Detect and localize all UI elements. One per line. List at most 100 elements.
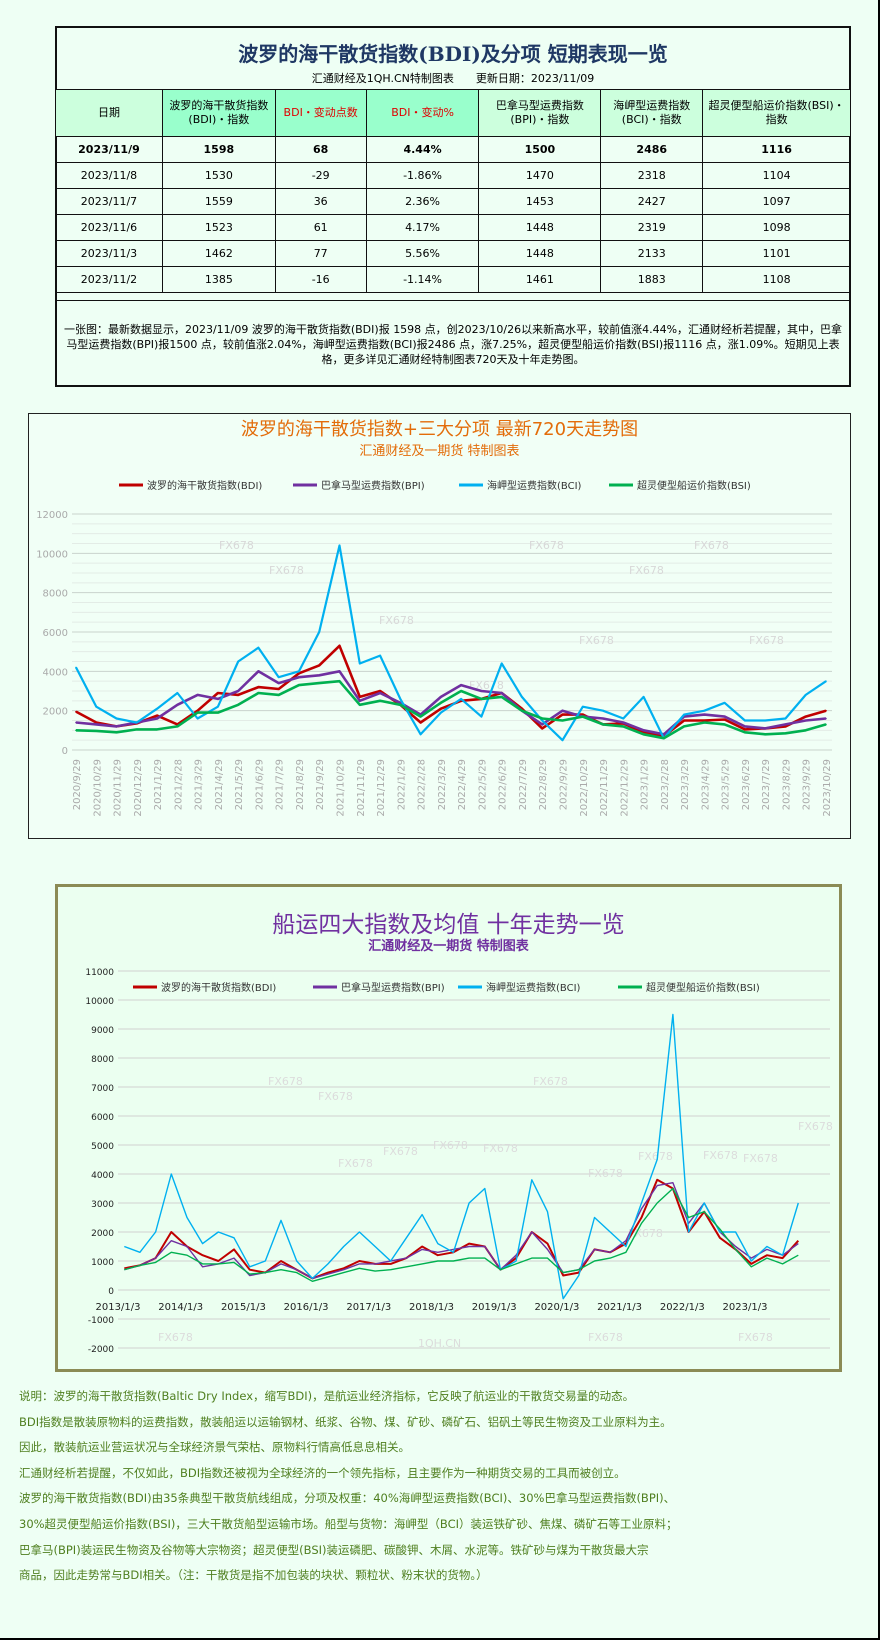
data-point-bpi <box>784 723 787 726</box>
watermark: FX678 <box>798 1120 833 1133</box>
data-point-bci <box>500 662 503 665</box>
data-point-bci <box>379 654 381 657</box>
x-tick-label: 2022/12/29 <box>619 759 630 817</box>
data-point-bsi <box>663 737 665 739</box>
data-point-bdi <box>642 731 645 734</box>
header-bpi: 巴拿马型运费指数(BPI)・指数 <box>478 89 602 137</box>
watermark: FX678 <box>268 1075 303 1088</box>
watermark: FX678 <box>749 634 784 647</box>
x-tick-label: 2023/8/29 <box>781 759 792 810</box>
table-cell: 1470 <box>478 162 602 189</box>
table-cell: 1883 <box>600 266 704 293</box>
data-point-bci <box>744 719 746 722</box>
data-point-bci <box>561 739 564 741</box>
table-cell: 1448 <box>478 240 602 267</box>
data-point-bdi <box>561 713 564 716</box>
legend-label-bci: 海岬型运费指数(BCI) <box>486 981 581 994</box>
chart2-subtitle: 汇通财经及一期货 特制图表 <box>368 939 529 954</box>
table-cell: 1098 <box>702 214 851 241</box>
data-point-bpi <box>561 709 564 712</box>
data-point-bsi <box>379 700 381 702</box>
table-cell: 1116 <box>702 136 851 163</box>
data-point-bci <box>825 680 827 682</box>
data-point-bdi <box>541 727 544 730</box>
data-point-bsi <box>683 725 685 728</box>
x-tick-label: 2022/11/29 <box>599 759 610 817</box>
data-point-bsi <box>744 731 746 734</box>
x-tick-label: 2021/11/29 <box>356 759 367 817</box>
x-tick-label: 2020/10/29 <box>92 759 103 817</box>
data-point-bci <box>419 733 422 736</box>
x-tick-label: 2022/8/29 <box>538 759 549 810</box>
data-point-bpi <box>95 723 98 726</box>
data-point-bci <box>602 709 604 712</box>
data-point-bpi <box>156 717 158 720</box>
x-tick-label: 2020/9/29 <box>72 759 83 810</box>
legend-label-bdi: 波罗的海干散货指数(BDI) <box>161 981 276 994</box>
table-cell: 1462 <box>161 240 276 267</box>
data-point-bpi <box>379 692 381 694</box>
y-tick-label: 11000 <box>85 968 114 978</box>
x-tick-label: 2022/3/29 <box>437 759 448 810</box>
header-bdi-change: BDI・变动点数 <box>274 89 367 137</box>
x-tick-label: 2017/1/3 <box>346 1302 391 1313</box>
data-point-bpi <box>440 696 442 698</box>
data-point-bci <box>399 698 402 700</box>
data-point-bdi <box>196 709 199 712</box>
legend-label-bpi: 巴拿马型运费指数(BPI) <box>341 981 445 994</box>
watermark: FX678 <box>743 1152 778 1165</box>
x-tick-label: 2014/1/3 <box>158 1302 203 1313</box>
data-point-bsi <box>460 690 462 692</box>
watermark: FX678 <box>433 1139 468 1152</box>
x-tick-label: 2021/2/28 <box>173 759 184 810</box>
description-line: 波罗的海干散货指数(BDI)由35条典型干散货航线组成，分项及权重：40%海岬型… <box>19 1491 676 1506</box>
watermark: FX678 <box>628 1227 663 1240</box>
description-line: 因此，散装航运业营运状况与全球经济景气荣枯、原物料行情高低息息相关。 <box>19 1440 410 1455</box>
data-point-bdi <box>683 719 685 722</box>
x-tick-label: 2022/6/29 <box>498 759 509 810</box>
y-tick-label: 7000 <box>91 1084 114 1094</box>
data-point-bsi <box>642 733 645 736</box>
data-point-bsi <box>602 723 604 726</box>
watermark: FX678 <box>638 1150 673 1163</box>
table-subtitle: 汇通财经及1QH.CN特制图表 更新日期：2023/11/09 <box>311 72 595 85</box>
chart-ten-year: 船运四大指数及均值 十年走势一览 汇通财经及一期货 特制图表 -2000 -100… <box>55 884 842 1372</box>
table-cell: 1559 <box>161 188 276 215</box>
x-tick-label: 2023/9/29 <box>802 759 813 810</box>
data-point-bpi <box>500 692 503 694</box>
y-tick-label: 10000 <box>85 997 114 1007</box>
table-cell: 1453 <box>478 188 602 215</box>
watermark: FX678 <box>629 564 664 577</box>
description-line: 30%超灵便型船运价指数(BSI)，三大干散货船型运输市场。船型与货物：海岬型（… <box>19 1516 678 1531</box>
data-point-bdi <box>156 714 158 717</box>
data-point-bci <box>196 717 199 720</box>
data-point-bdi <box>825 709 827 712</box>
table-cell: 2023/11/8 <box>55 162 163 189</box>
table-cell: 1448 <box>478 214 602 241</box>
x-tick-label: 2023/1/29 <box>640 759 651 810</box>
data-point-bci <box>460 698 462 700</box>
chart1-subtitle: 汇通财经及一期货 特制图表 <box>359 444 520 459</box>
data-point-bpi <box>602 717 604 720</box>
data-point-bci <box>784 717 787 720</box>
table-cell: 2.36% <box>365 188 480 215</box>
x-tick-label: 2021/1/29 <box>153 759 164 810</box>
table-cell: 2486 <box>600 136 704 163</box>
y-tick-label: 3000 <box>91 1200 114 1210</box>
watermark: FX678 <box>158 1331 193 1344</box>
table-row: 2023/11/3 1462 77 5.56% 1448 2133 1101 <box>55 240 851 267</box>
x-tick-label: 2021/6/29 <box>254 759 265 810</box>
data-point-bdi <box>75 710 77 713</box>
data-point-bsi <box>399 703 402 706</box>
data-point-bpi <box>460 684 462 686</box>
data-point-bsi <box>723 723 726 726</box>
data-point-bsi <box>136 728 138 731</box>
data-point-bdi <box>723 718 726 721</box>
y-tick-label: 4000 <box>91 1171 114 1181</box>
data-point-bci <box>115 717 118 720</box>
chart2-plot: -2000 -1000 0 1000 2000 3000 4000 5000 6000 7000 8… <box>85 968 833 1355</box>
table-cell: 77 <box>274 240 367 267</box>
legend-label-bpi: 巴拿马型运费指数(BPI) <box>321 479 425 492</box>
x-tick-label: 2021/1/3 <box>597 1302 642 1313</box>
